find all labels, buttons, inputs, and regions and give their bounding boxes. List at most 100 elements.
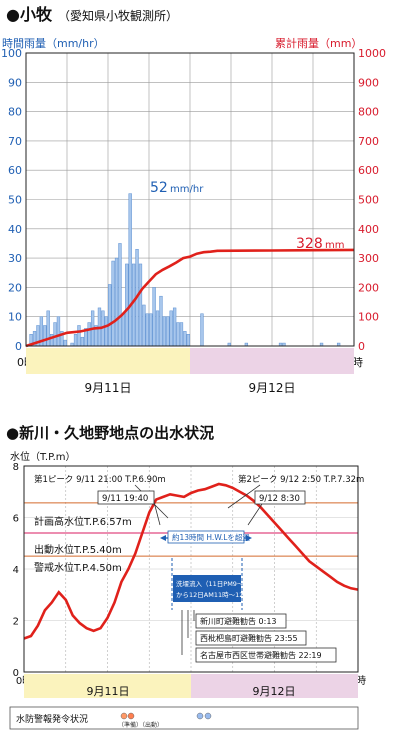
rain-bar xyxy=(142,304,146,347)
rain-bar xyxy=(53,322,57,347)
water-chart-frame xyxy=(23,465,359,673)
rain-bar xyxy=(104,316,108,347)
rain-left-tick-label: 20 xyxy=(8,281,22,294)
section2-title: ●新川・久地野地点の出水状況 xyxy=(6,424,214,442)
rain-right-tick-label: 900 xyxy=(358,76,379,89)
rain-left-tick-label: 80 xyxy=(8,106,22,119)
total-rain-value: 328 xyxy=(296,236,323,252)
water-y-tick-label: 2 xyxy=(13,617,19,628)
rain-bar xyxy=(56,316,61,347)
water-level-axis-label: 水位（T.P.m） xyxy=(10,450,76,463)
warning-status-label: 水防警報発令状況 xyxy=(16,713,88,725)
rain-bar xyxy=(77,325,81,347)
rain-bar xyxy=(138,263,143,347)
rain-bar xyxy=(186,334,190,347)
rain-bar xyxy=(73,334,78,347)
rain-left-tick-label: 50 xyxy=(8,194,22,207)
rain-left-tick-label: 0 xyxy=(15,340,22,353)
water-y-tick-label: 6 xyxy=(13,514,19,525)
rain-right-tick-label: 300 xyxy=(358,252,379,265)
peak1-label: 第1ピーク 9/11 21:00 T.P.6.90m xyxy=(34,474,166,485)
day-band-sep11 xyxy=(26,348,190,374)
rain-bar xyxy=(200,313,204,347)
rain-bar xyxy=(121,313,126,347)
rain-bar xyxy=(63,339,67,347)
cumulative-rain-line xyxy=(25,248,355,348)
water-level-line xyxy=(23,482,359,640)
rain-bar xyxy=(145,313,149,347)
rain-bar xyxy=(108,284,112,347)
warning-status-bar xyxy=(9,706,359,730)
rain-right-tick-label: 500 xyxy=(358,194,379,207)
inflow-line-1: 洗堰流入（11日PM9～10:00 xyxy=(176,579,262,588)
rain-left-tick-label: 100 xyxy=(1,47,22,60)
evac2-label: 西枇杷島町避難勧告 23:55 xyxy=(200,633,298,643)
time1-leader xyxy=(153,501,161,526)
peak2-label: 第2ピーク 9/12 2:50 T.P.7.32m xyxy=(238,474,364,485)
warning-legend-text: （準備）（出動） xyxy=(118,721,163,729)
hwl-arrow-right-head xyxy=(246,535,252,541)
rain-bars xyxy=(29,193,341,347)
rain-bar xyxy=(162,316,167,347)
level-dispatch-label: 出動水位T.P.5.40m xyxy=(34,543,122,556)
rain-bar xyxy=(172,307,177,347)
rain-chart-grid xyxy=(26,53,354,346)
rain-bar xyxy=(43,325,47,347)
rain-left-tick-label: 90 xyxy=(8,76,22,89)
day-label-sep11: 9月11日 xyxy=(85,381,132,395)
water-y-tick-label: 8 xyxy=(13,462,19,473)
time2-label: 9/12 8:30 xyxy=(259,494,300,504)
rain-left-ticks: 0 10 20 30 40 50 60 70 80 90 100 xyxy=(1,47,22,353)
rain-bar xyxy=(166,316,170,347)
rain-right-tick-label: 100 xyxy=(358,311,379,324)
level-plan-label: 計画高水位T.P.6.57m xyxy=(34,515,132,528)
evac1-label: 新川町避難勧告 0:13 xyxy=(200,616,277,626)
rain-bar xyxy=(152,287,156,347)
water-day-label-sep11: 9月11日 xyxy=(87,685,130,698)
time1-label: 9/11 19:40 xyxy=(102,494,148,504)
rain-bar xyxy=(159,295,163,347)
rain-bar xyxy=(179,322,184,347)
warning-marker xyxy=(196,712,204,720)
rain-bar xyxy=(183,331,187,347)
rain-bar xyxy=(149,313,153,347)
rain-bar xyxy=(176,322,180,347)
rain-bar xyxy=(125,263,129,347)
peak2-leader xyxy=(227,484,261,509)
time1-box xyxy=(97,490,155,505)
day-label-sep12: 9月12日 xyxy=(249,381,296,395)
time2-box xyxy=(254,490,306,505)
inflow-box xyxy=(173,575,241,602)
hwl-arrow-left-head xyxy=(160,535,166,541)
warning-marker xyxy=(204,712,212,720)
rain-right-tick-label: 800 xyxy=(358,106,379,119)
water-day-band-sep12 xyxy=(191,674,358,698)
water-y-ticks: 0 2 4 6 8 xyxy=(13,462,19,679)
rain-bar xyxy=(46,310,50,347)
rain-right-tick-label: 200 xyxy=(358,281,379,294)
rain-right-tick-label: 1000 xyxy=(358,47,386,60)
rain-bar xyxy=(155,310,160,347)
rain-right-tick-label: 0 xyxy=(358,340,365,353)
water-day-label-sep12: 9月12日 xyxy=(253,685,296,698)
time2-leader xyxy=(247,503,263,526)
section1-title: ●小牧 xyxy=(6,5,53,24)
water-y-tick-label: 4 xyxy=(13,565,19,576)
rain-bar xyxy=(80,336,85,347)
rain-right-ticks: 0 100 200 300 400 500 600 700 800 900 1000 xyxy=(358,47,386,353)
rain-bar xyxy=(169,310,173,347)
rain-bar xyxy=(111,260,115,347)
hwl-duration-label: 約13時間 H.W.Lを超過 xyxy=(172,532,250,542)
water-y-tick-label: 0 xyxy=(13,668,19,679)
water-day-band-sep11 xyxy=(24,674,191,698)
warning-marker xyxy=(127,712,135,720)
rain-left-tick-label: 70 xyxy=(8,135,22,148)
rain-chart-frame xyxy=(25,52,355,347)
rain-right-tick-label: 400 xyxy=(358,223,379,236)
evac2-box xyxy=(195,630,307,646)
rain-left-axis-label: 時間雨量（mm/hr） xyxy=(2,37,105,50)
hwl-duration-box xyxy=(167,530,245,544)
rain-right-tick-label: 700 xyxy=(358,135,379,148)
